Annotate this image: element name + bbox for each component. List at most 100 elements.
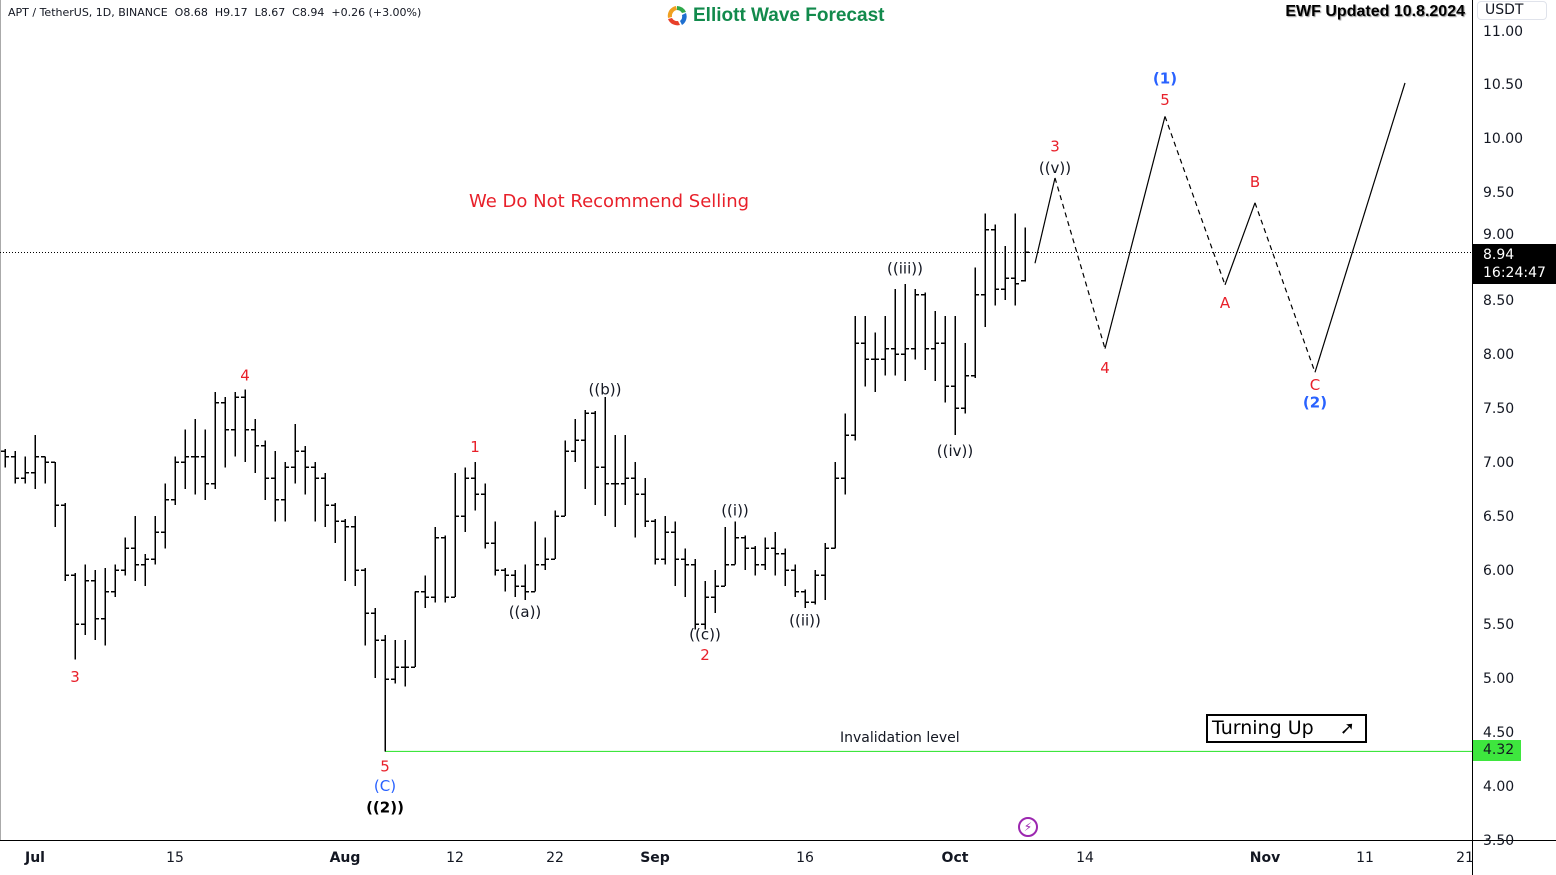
ohlc-bar <box>341 519 349 581</box>
wave-label: (C) <box>374 777 396 795</box>
ohlc-bar <box>451 472 459 598</box>
projection-segment <box>1314 82 1406 373</box>
time-tick-label: 15 <box>166 850 184 866</box>
ohlc-bar <box>911 289 919 360</box>
ohlc-bar <box>251 418 259 473</box>
price-tick-label: 7.00 <box>1483 455 1514 471</box>
wave-label: A <box>1220 294 1231 312</box>
price-tick-label: 8.00 <box>1483 347 1514 363</box>
ohlc-bar <box>771 532 779 576</box>
time-tick-label: 14 <box>1076 850 1094 866</box>
ohlc-bar <box>991 224 999 306</box>
ohlc-bar <box>871 332 879 392</box>
ohlc-bar <box>511 570 519 597</box>
ohlc-bar <box>471 462 479 511</box>
price-tick-label: 11.00 <box>1483 24 1523 40</box>
ohlc-bar <box>571 418 579 462</box>
ohlc-bar <box>751 546 759 576</box>
ohlc-bar <box>171 456 179 506</box>
wave-label: B <box>1250 173 1260 191</box>
wave-label: ((c)) <box>689 626 721 644</box>
ohlc-bar <box>591 411 599 506</box>
ohlc-bar <box>1 449 9 468</box>
time-tick-label: 22 <box>546 850 564 866</box>
ohlc-bar <box>801 589 809 608</box>
ohlc-bar <box>481 483 489 549</box>
ohlc-bar <box>881 316 889 376</box>
ohlc-bar <box>1021 227 1029 282</box>
ohlc-bar <box>671 521 679 587</box>
ohlc-bar <box>111 564 119 597</box>
ohlc-bar <box>421 575 429 608</box>
ohlc-bar <box>191 418 199 495</box>
ohlc-bar <box>551 510 559 560</box>
ohlc-bar <box>291 424 299 484</box>
time-tick-label: Jul <box>24 850 45 866</box>
ohlc-bar <box>441 535 449 603</box>
ohlc-bar <box>331 503 339 543</box>
ohlc-bar <box>731 521 739 566</box>
time-tick-label: 12 <box>446 850 464 866</box>
ohlc-bar <box>61 503 69 581</box>
ohlc-bars <box>1 213 1029 752</box>
ohlc-bar <box>181 429 189 489</box>
ohlc-bar <box>501 567 509 592</box>
ohlc-bar <box>721 526 729 587</box>
ohlc-bar <box>531 521 539 593</box>
price-tick-label: 5.00 <box>1483 671 1514 687</box>
ohlc-bar <box>521 564 529 601</box>
time-tick-label: Aug <box>330 850 361 866</box>
logo-icon <box>667 6 687 26</box>
ohlc-bar <box>141 553 149 587</box>
ohlc-bar <box>161 483 169 549</box>
ohlc-bar <box>941 316 949 403</box>
ohlc-bar <box>851 316 859 441</box>
projection-segment <box>1164 116 1226 286</box>
ohlc-values: O8.68 H9.17 L8.67 C8.94 +0.26 (+3.00%) <box>174 6 422 19</box>
ohlc-bar <box>861 316 869 387</box>
time-tick-label: Nov <box>1250 850 1280 866</box>
ohlc-bar <box>701 580 709 630</box>
ohlc-bar <box>641 478 649 527</box>
ohlc-bar <box>81 564 89 635</box>
ohlc-bar <box>491 521 499 576</box>
currency-selector[interactable]: USDT <box>1477 1 1547 20</box>
price-tick-label: 5.50 <box>1483 617 1514 633</box>
ohlc-bar <box>831 462 839 550</box>
ohlc-bar <box>901 283 909 381</box>
ohlc-bar <box>651 519 659 565</box>
wave-label: 5 <box>1160 91 1170 109</box>
ohlc-bar <box>811 570 819 605</box>
ohlc-bar <box>211 391 219 489</box>
ohlc-bar <box>31 435 39 489</box>
ohlc-bar <box>391 640 399 684</box>
ohlc-bar <box>891 289 899 376</box>
time-tick-label: Sep <box>640 850 670 866</box>
ohlc-bar <box>371 607 379 678</box>
ohlc-bar <box>661 516 669 565</box>
current-price: 8.94 <box>1483 247 1515 263</box>
ohlc-bar <box>791 564 799 597</box>
turning-up-label: Turning Up <box>1212 717 1314 739</box>
wave-label: ((v)) <box>1039 159 1071 177</box>
lightning-icon[interactable]: ⚡ <box>1018 817 1038 837</box>
ohlc-bar <box>971 267 979 378</box>
ohlc-bar <box>361 567 369 646</box>
ohlc-bar <box>51 461 59 527</box>
updated-label: EWF Updated 10.8.2024 <box>1285 3 1465 20</box>
arrow-up-right-icon: ➚ <box>1339 718 1355 739</box>
ohlc-bar <box>281 462 289 522</box>
ohlc-bar <box>921 292 929 371</box>
symbol-title: APT / TetherUS, 1D, BINANCE <box>8 6 168 19</box>
wave-label: ((ii)) <box>789 612 821 630</box>
time-tick-label: 11 <box>1356 850 1374 866</box>
ohlc-bar <box>321 472 329 527</box>
ohlc-bar <box>681 548 689 597</box>
ohlc-bar <box>261 440 269 500</box>
price-tick-label: 7.50 <box>1483 401 1514 417</box>
ohlc-bar <box>961 343 969 414</box>
ohlc-bar <box>931 310 939 381</box>
ohlc-bar <box>601 397 609 516</box>
